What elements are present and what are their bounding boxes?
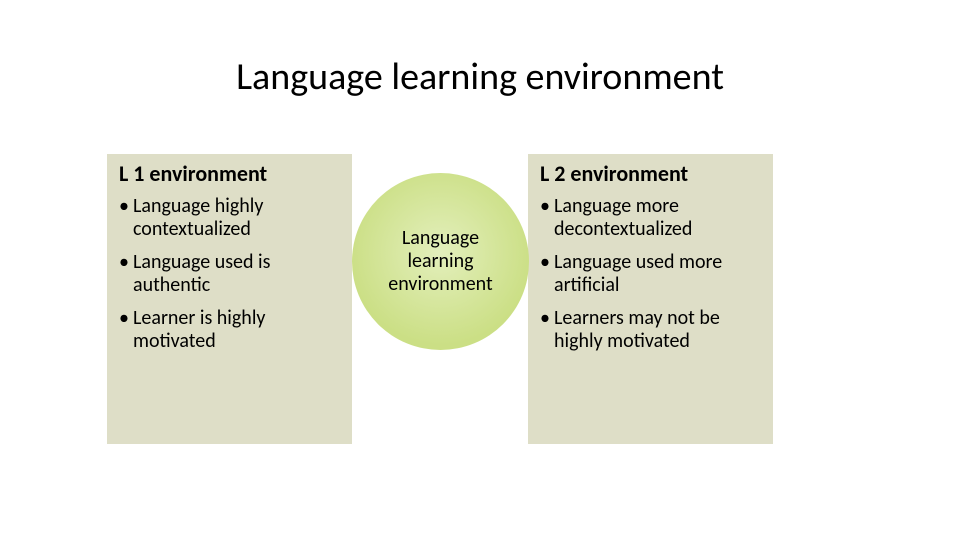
l2-bullet-list: Language more decontextualized Language … [540,195,761,353]
l2-bullet: Learners may not be highly motivated [540,307,761,353]
center-circle: Language learning environment [352,173,529,350]
l1-bullet: Learner is highly motivated [119,307,340,353]
l2-bullet: Language more decontextualized [540,195,761,241]
slide-title: Language learning environment [0,54,960,100]
l2-panel: L 2 environment Language more decontextu… [528,154,773,444]
l2-bullet: Language used more artificial [540,251,761,297]
l2-heading: L 2 environment [540,160,761,187]
l1-bullet: Language used is authentic [119,251,340,297]
slide: Language learning environment L 1 enviro… [0,0,960,540]
l1-heading: L 1 environment [119,160,340,187]
l1-bullet-list: Language highly contextualized Language … [119,195,340,353]
l1-bullet: Language highly contextualized [119,195,340,241]
center-circle-label: Language learning environment [370,227,511,296]
l1-panel: L 1 environment Language highly contextu… [107,154,352,444]
